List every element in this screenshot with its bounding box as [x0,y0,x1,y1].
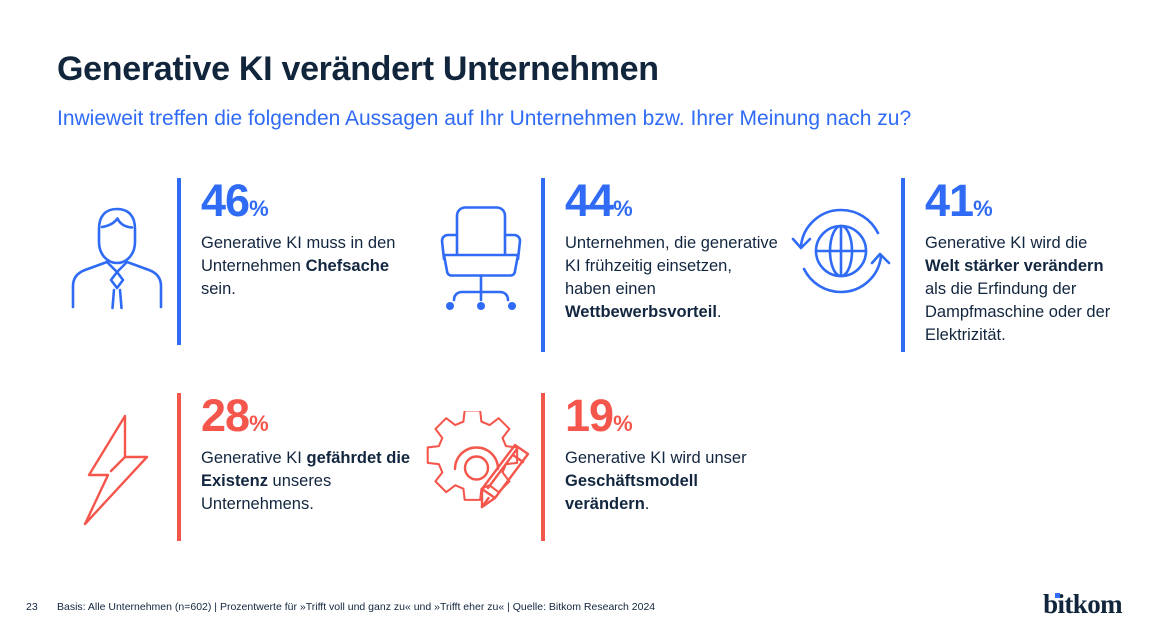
text-segment: sein. [201,280,236,299]
stat-number: 19 [565,390,614,441]
text-segment-bold: Wettbewerbsvorteil [565,303,717,322]
stat-card-existenz: 28% Generative KI gefährdet die Existenz… [57,393,421,578]
logo-dot-icon [1055,593,1061,598]
slide-header: Generative KI verändert Unternehmen Inwi… [57,50,1117,131]
card-description: Generative KI wird unser Geschäftsmodell… [565,447,780,516]
text-segment: Generative KI wird unser [565,449,747,467]
stat-unit: % [249,411,269,436]
text-segment-bold: Geschäftsmodell verändern [565,472,698,514]
card-accent-bar [541,178,545,352]
stat-number: 41 [925,175,974,226]
card-body: 28% Generative KI gefährdet die Existenz… [181,393,416,516]
card-accent-bar [177,178,181,345]
stat-number: 28 [201,390,250,441]
text-segment: Generative KI wird die [925,234,1088,252]
text-segment-bold: Welt stärker verändern [925,257,1104,276]
text-segment: als die Erfindung der Dampfmaschine oder… [925,280,1111,345]
stat-number: 44 [565,175,614,226]
globe-refresh-icon [781,178,901,300]
stat-card-wettbewerbsvorteil: 44% Unternehmen, die generative KI frühz… [421,178,781,393]
footer-divider [0,585,1150,586]
text-segment: . [644,495,650,514]
stat-card-grid: 46% Generative KI muss in den Unternehme… [57,178,1117,578]
page-title: Generative KI verändert Unternehmen [57,50,659,88]
businessman-icon [57,178,177,310]
card-description: Generative KI wird die Welt stärker verä… [925,232,1117,347]
bitkom-logo: bitkom [1043,591,1123,618]
stat-card-welt-veraendern: 41% Generative KI wird die Welt stärker … [781,178,1117,393]
card-accent-bar [901,178,905,352]
text-segment: Unternehmen, die generative KI frühzeiti… [565,234,778,299]
stat-card-geschaeftsmodell: 19% Generative KI wird unser Geschäftsmo… [421,393,781,578]
office-chair-icon [421,178,541,314]
stat-value-group: 44% [565,178,780,223]
text-segment-bold: gefährdet die Existenz [201,449,411,491]
stat-value-group: 28% [201,393,416,438]
card-accent-bar [177,393,181,541]
stat-number: 46 [201,175,250,226]
card-description: Unternehmen, die generative KI frühzeiti… [565,232,780,324]
page-subtitle: Inwieweit treffen die folgenden Aussagen… [57,107,912,131]
text-segment: Generative KI muss in den Unternehmen [201,234,396,276]
text-segment: unseres Unternehmens. [201,472,332,514]
card-body: 44% Unternehmen, die generative KI frühz… [545,178,780,324]
stat-row-bottom: 28% Generative KI gefährdet die Existenz… [57,393,1117,578]
text-segment-bold: Chefsache [305,257,390,276]
gear-pencil-icon [421,393,541,515]
text-segment: Generative KI [201,449,307,467]
card-accent-bar [541,393,545,541]
stat-unit: % [249,196,269,221]
card-body: 46% Generative KI muss in den Unternehme… [181,178,416,301]
card-description: Generative KI gefährdet die Existenz uns… [201,447,416,516]
stat-unit: % [973,196,993,221]
lightning-bolt-icon [57,393,177,529]
stat-value-group: 19% [565,393,780,438]
card-body: 41% Generative KI wird die Welt stärker … [905,178,1117,347]
stat-unit: % [613,196,633,221]
stat-card-chefsache: 46% Generative KI muss in den Unternehme… [57,178,421,393]
stat-value-group: 46% [201,178,416,223]
card-body: 19% Generative KI wird unser Geschäftsmo… [545,393,780,516]
stat-value-group: 41% [925,178,1117,223]
footer-source-note: Basis: Alle Unternehmen (n=602) | Prozen… [57,601,656,613]
page-number: 23 [26,601,38,613]
card-description: Generative KI muss in den Unternehmen Ch… [201,232,416,301]
stat-unit: % [613,411,633,436]
text-segment: . [716,303,722,322]
stat-row-top: 46% Generative KI muss in den Unternehme… [57,178,1117,393]
